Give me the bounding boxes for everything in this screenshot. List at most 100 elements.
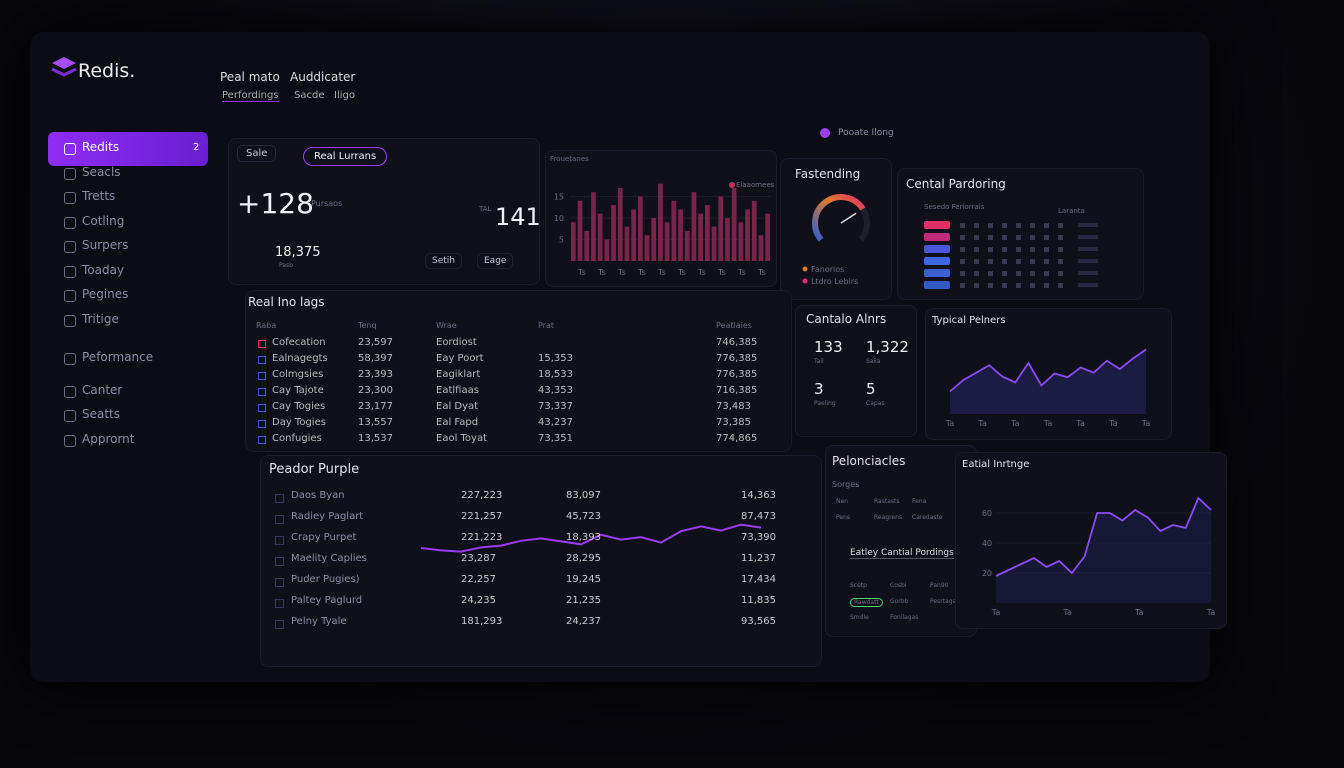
sidebar-item[interactable]: Canter (82, 382, 123, 397)
row-cell (1016, 247, 1021, 252)
column-header: Raba (256, 321, 277, 330)
x-tick-label: Ts (717, 268, 726, 277)
bar (698, 213, 703, 261)
x-tick-label: Ts (657, 268, 666, 277)
sidebar-item[interactable]: Tretts (82, 189, 116, 203)
x-tick-label: Ts (597, 268, 606, 277)
gauge-arc (812, 194, 866, 242)
cell: 22,257 (461, 574, 496, 585)
grid-label: Pesrtagas (930, 598, 960, 605)
cell: Eagiklart (436, 369, 481, 380)
cell: Day Togies (272, 417, 326, 428)
sidebar-item[interactable]: Surpers (82, 238, 129, 252)
cell: 774,865 (716, 433, 758, 444)
sidebar-item[interactable]: Seatts (82, 407, 121, 421)
sidebar-icon (64, 385, 76, 398)
nav-menu[interactable]: Auddicater (290, 70, 356, 84)
row-cell (974, 235, 979, 240)
cell: Colmgsies (272, 369, 324, 380)
sidebar-item[interactable]: Redits (82, 140, 120, 154)
row-tag (924, 233, 950, 241)
cell: Cay Togies (272, 401, 326, 412)
line (949, 348, 1147, 393)
row-cell (1044, 235, 1049, 240)
row-cell (1002, 283, 1007, 288)
row-checkbox (258, 356, 266, 364)
sidebar-icon (64, 192, 76, 204)
cell: 43,353 (538, 385, 573, 396)
x-tick-label: Ta (1206, 608, 1216, 617)
row-cell (988, 283, 993, 288)
filter[interactable]: Setih (425, 253, 462, 269)
sidebar-item[interactable]: Seacls (82, 164, 121, 179)
grid-label: Scetp (850, 582, 867, 589)
bar (731, 187, 737, 261)
row-checkbox (258, 340, 266, 348)
cell: 24,235 (461, 595, 496, 606)
sidebar-item[interactable]: Peformance (82, 350, 154, 364)
cell: 73,351 (538, 433, 573, 444)
gauge-needle (840, 212, 857, 224)
legend-label: Ltdro Lebirs (811, 277, 858, 286)
nav-menu[interactable]: Peal mato (220, 70, 280, 84)
filter[interactable]: Eage (477, 253, 514, 269)
nav-tab[interactable]: Iligo (334, 90, 355, 101)
count-note: TAL (479, 205, 492, 213)
cell: 24,237 (566, 616, 601, 627)
sidebar-item[interactable]: Cotling (82, 213, 125, 228)
chart-title: Frouetanes (550, 155, 589, 163)
bar (631, 209, 636, 261)
row-checkbox (275, 515, 284, 524)
row-cell (960, 283, 965, 288)
sidebar-icon (64, 434, 76, 447)
row-cell (1030, 271, 1035, 276)
nav-tab[interactable]: Sacde (294, 90, 325, 101)
x-tick-label: Ta (991, 608, 1001, 617)
row-cell (1044, 247, 1049, 252)
cell: 13,557 (358, 417, 393, 428)
nav-tab[interactable]: Perfordings (222, 90, 279, 102)
grid-label: Gorbb (890, 598, 909, 605)
sidebar-item[interactable]: Pegines (82, 287, 129, 301)
brand: Redis. (78, 60, 136, 82)
legend-swatch (802, 266, 808, 272)
y-tick-label: 15 (554, 193, 564, 202)
row-cell (988, 247, 993, 252)
row-cell (1044, 271, 1049, 276)
cell: 13,537 (358, 433, 393, 444)
sidebar-item[interactable]: Tritige (82, 311, 119, 326)
select[interactable]: Sale (237, 145, 277, 162)
card-title: Peador Purple (269, 462, 360, 477)
sidebar-item[interactable]: Toaday (82, 262, 125, 277)
bar (638, 196, 643, 261)
legend: Eiaaomees (736, 181, 775, 189)
cell: Eaol Toyat (436, 433, 488, 444)
delta-note: Pursaos (311, 199, 343, 208)
purple-card: Peador Purple Daos Byan 227,223 83,097 14,36… (260, 455, 822, 667)
column-header: Tenq (358, 321, 377, 330)
legend-swatch (729, 182, 735, 188)
row-tag (924, 257, 950, 265)
card-title: Cental Pardoring (906, 177, 1006, 191)
logo-icon (51, 57, 77, 77)
x-tick-label: Ts (737, 268, 746, 277)
y-tick-label: 5 (559, 236, 564, 245)
sidebar-icon (64, 167, 76, 180)
row-cell (960, 223, 965, 228)
cell: Paltey Paglurd (291, 595, 363, 606)
row-checkbox (275, 536, 284, 545)
sidebar-item-active[interactable] (48, 132, 208, 166)
stat-value: 1,322 (866, 338, 909, 356)
bar (718, 196, 724, 261)
label: Nen (836, 498, 848, 505)
cell: 93,565 (741, 616, 776, 627)
bar (705, 205, 710, 261)
cell: Eal Fapd (436, 417, 479, 428)
row-cell (1002, 223, 1007, 228)
search-label[interactable]: Pooate Ilong (838, 128, 894, 138)
sidebar-item[interactable]: Apprornt (82, 431, 135, 446)
tag: Laranta (1058, 207, 1085, 215)
pill[interactable]: Real Lurrans (303, 147, 388, 166)
chart-svg: Fanorios Ltdro Lebirs (802, 194, 870, 286)
bar (604, 239, 610, 261)
